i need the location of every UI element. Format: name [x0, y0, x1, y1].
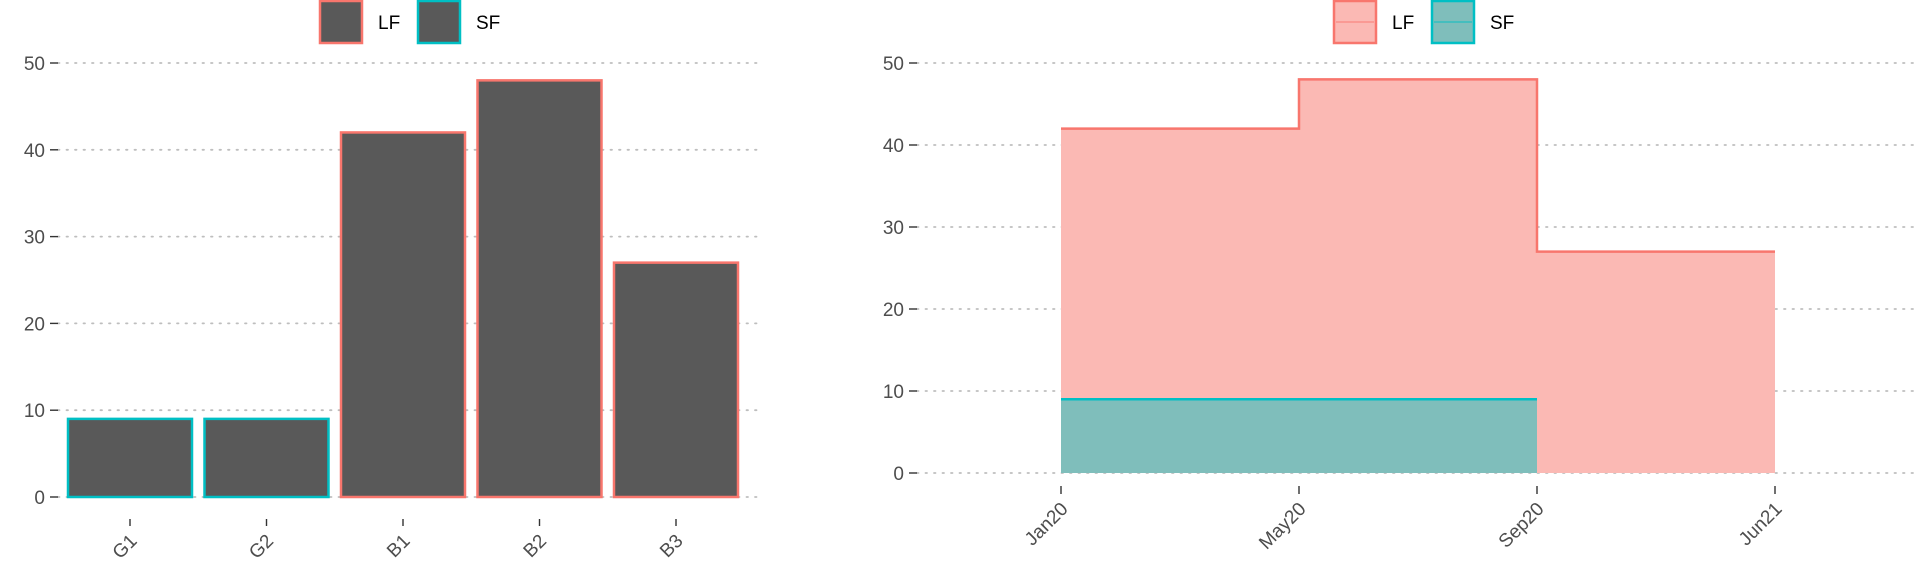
x-tick-label: G1 [109, 531, 142, 564]
bar-chart: LF SF 0 10 20 30 40 50 G1 G2 B1 B2 B3 [24, 0, 761, 564]
bar-b3 [612, 261, 740, 499]
y-tick-label: 40 [24, 141, 45, 162]
y-tick-label: 0 [34, 488, 45, 509]
step-line-lf [1061, 78, 1775, 253]
area-chart: LF SF 0 10 20 30 40 50 Jan20 May20 Sep20 Jun21 [883, 0, 1916, 554]
y-tick-label: 10 [883, 382, 904, 403]
legend-label-sf: SF [476, 13, 500, 34]
legend-label-lf: LF [1392, 13, 1414, 34]
bar-g1 [66, 417, 194, 499]
legend-label-lf: LF [378, 13, 400, 34]
x-tick-label: May20 [1255, 499, 1310, 554]
y-tick-label: 40 [883, 136, 904, 157]
area-lf [1061, 79, 1775, 474]
bar-b2 [476, 79, 603, 499]
x-tick-label: Jun21 [1735, 499, 1786, 550]
y-tick-label: 10 [24, 401, 45, 422]
x-tick-label: B2 [520, 531, 551, 562]
x-tick-label: B3 [656, 531, 687, 562]
y-tick-label: 30 [24, 228, 45, 249]
x-tick-label: B1 [383, 531, 414, 562]
area-sf [1061, 399, 1537, 473]
x-tick-label: Sep20 [1495, 499, 1549, 553]
legend-key-sf [416, 0, 462, 45]
bar-b1 [339, 131, 467, 499]
y-tick-label: 20 [24, 314, 45, 335]
bar-g2 [203, 417, 330, 499]
x-tick-label: Jan20 [1021, 499, 1072, 550]
y-tick-label: 20 [883, 300, 904, 321]
y-tick-label: 30 [883, 218, 904, 239]
y-tick-label: 50 [24, 54, 45, 75]
legend-key-lf [318, 0, 364, 45]
x-tick-label: G2 [245, 531, 278, 564]
y-tick-label: 50 [883, 54, 904, 75]
y-tick-label: 0 [893, 464, 904, 485]
legend-label-sf: SF [1490, 13, 1514, 34]
